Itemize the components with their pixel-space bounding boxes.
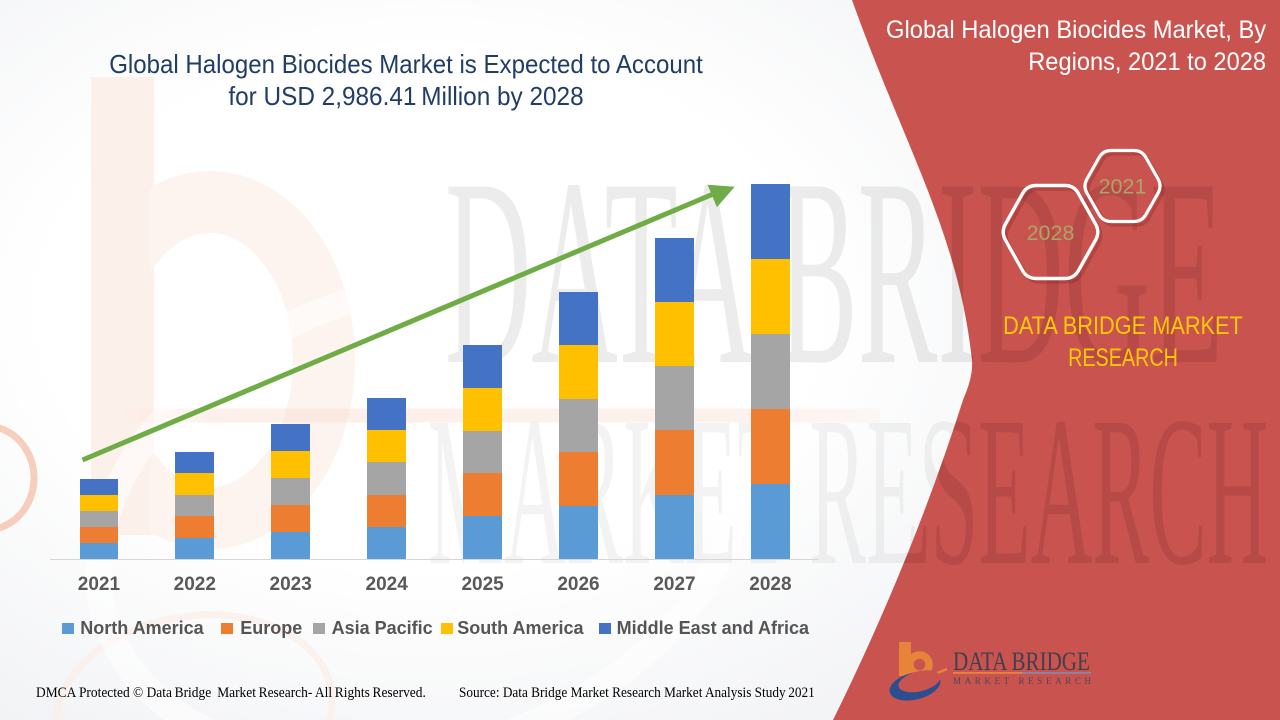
svg-text:MARKET RESEARCH: MARKET RESEARCH: [953, 676, 1092, 686]
svg-text:DATA BRIDGE: DATA BRIDGE: [953, 648, 1090, 677]
svg-text:2021: 2021: [1099, 175, 1147, 199]
svg-text:2028: 2028: [1027, 221, 1075, 245]
